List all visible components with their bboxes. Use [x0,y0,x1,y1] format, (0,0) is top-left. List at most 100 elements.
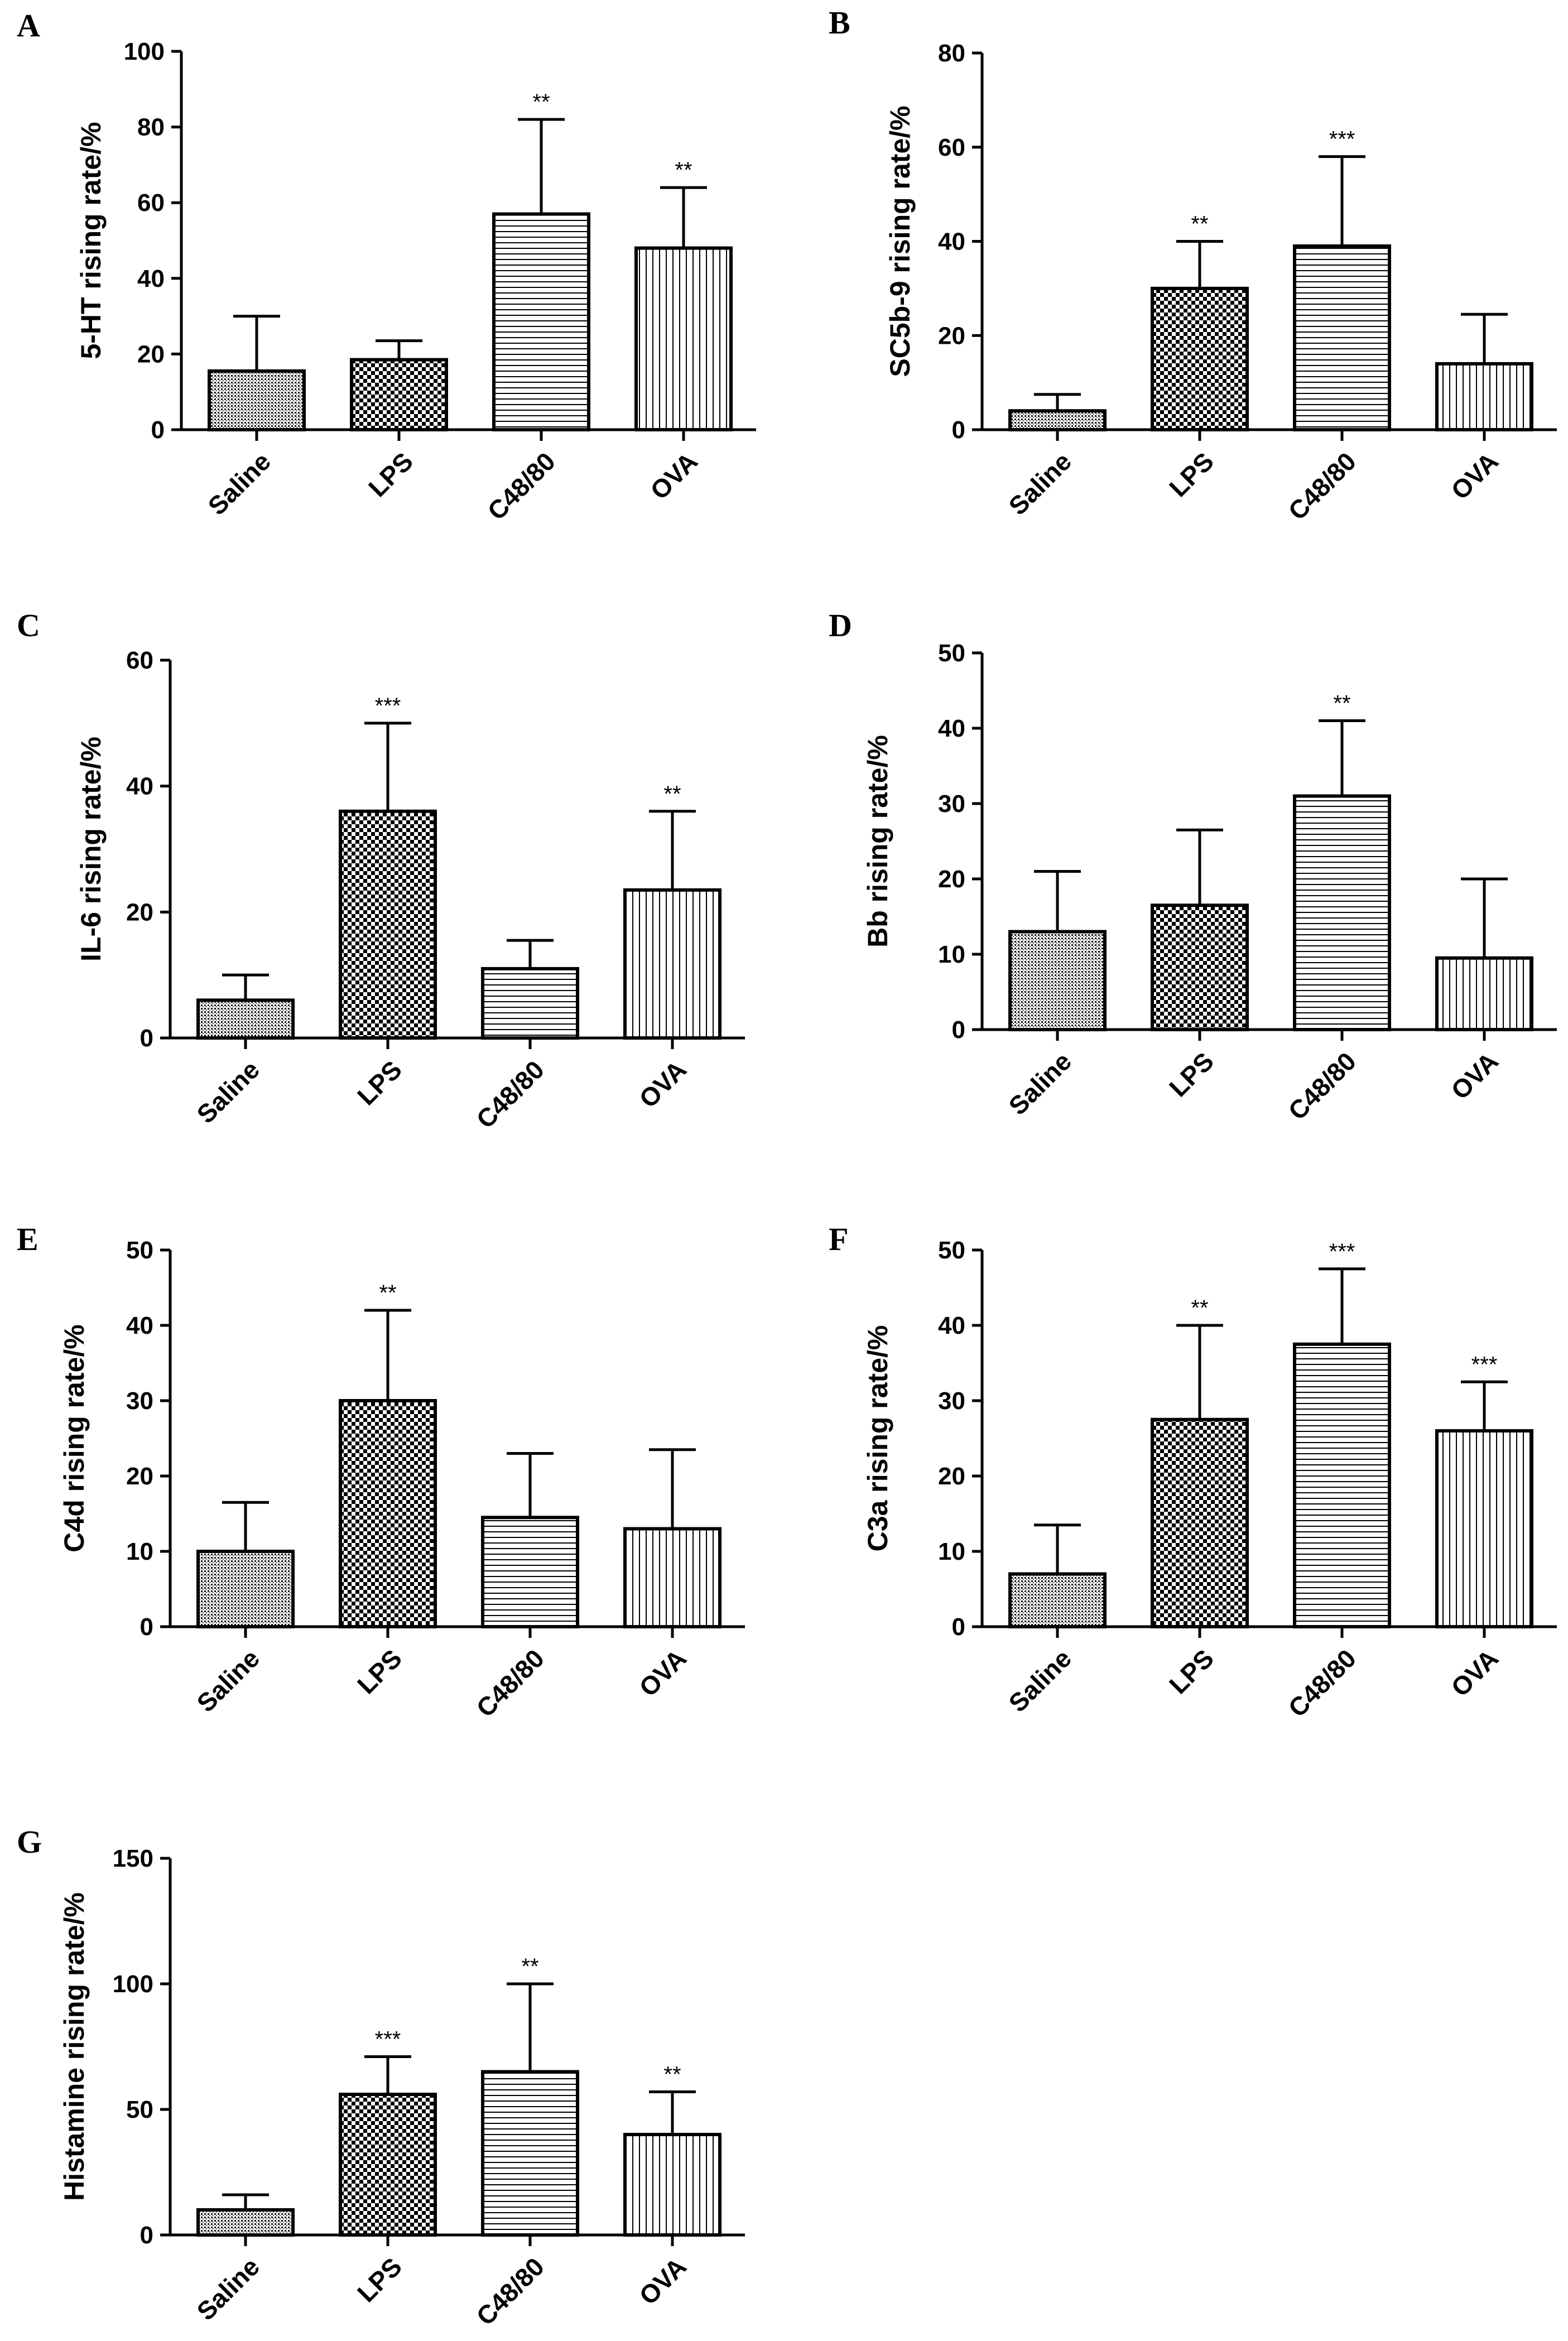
chart-panel-c: C 0 20 40 60 IL-6 rising rate/% Saline *** LPS C4… [17,607,745,1134]
x-category-label: LPS [363,446,419,502]
significance-label: ** [1191,1296,1208,1320]
significance-label: ** [1191,212,1208,237]
y-tick-label: 40 [126,1312,153,1339]
chart-panel-g: G 0 50 100 150 Histamine rising rate/% Saline *… [17,1824,745,2331]
bar-lps [339,2093,437,2237]
bar-c48-80 [481,2070,579,2237]
significance-label: *** [375,2027,401,2052]
bar-ova [623,2133,722,2237]
significance-label: *** [1471,1352,1498,1377]
chart-panel-f: F 0 10 20 30 40 50 C3a rising rate/% Saline ** LPS… [829,1221,1557,1723]
y-tick-label: 60 [938,134,965,161]
bar-c48-80 [1293,244,1391,431]
bar-ova [1435,1429,1533,1628]
x-category-label: Saline [1003,446,1077,521]
y-tick-label: 0 [151,416,165,444]
y-tick-label: 0 [140,2222,153,2249]
bar-c48-80 [492,212,590,431]
panel-letter: B [829,4,850,41]
x-category-label: Saline [202,446,276,521]
y-tick-label: 30 [126,1387,153,1415]
x-category-label: Saline [1003,1643,1077,1718]
x-category-label: C48/80 [470,1055,550,1134]
y-tick-label: 50 [126,2096,153,2123]
y-axis-title: C4d rising rate/% [59,1324,90,1552]
y-tick-label: 20 [938,322,965,349]
y-tick-label: 40 [938,228,965,256]
x-category-label: Saline [191,1643,265,1718]
x-category-label: LPS [1163,1643,1219,1699]
significance-label: ** [663,782,681,806]
x-category-label: Saline [1003,1046,1077,1121]
y-tick-label: 20 [938,1463,965,1490]
x-category-label: OVA [633,1055,692,1113]
bar-saline [196,1550,295,1628]
significance-label: ** [532,90,550,114]
x-category-label: OVA [1445,446,1504,505]
y-axis-title: SC5b-9 rising rate/% [884,105,916,377]
bar-lps [350,358,448,432]
bar-ova [623,888,722,1040]
panel-letter: A [17,7,40,44]
y-tick-label: 10 [126,1538,153,1565]
y-tick-label: 40 [938,1312,965,1339]
bar-c48-80 [1293,1342,1391,1628]
y-tick-label: 40 [137,265,165,292]
y-axis-title: Histamine rising rate/% [59,1892,90,2201]
x-category-label: LPS [352,1643,407,1699]
y-tick-label: 100 [113,1970,153,1998]
bar-lps [1151,903,1249,1031]
y-tick-label: 150 [113,1845,153,1872]
chart-panel-b: B 0 20 40 60 80 SC5b-9 rising rate/% Saline ** LP… [829,4,1557,526]
x-category-label: LPS [352,1055,407,1111]
y-tick-label: 30 [938,790,965,818]
significance-label: ** [379,1281,396,1305]
x-category-label: Saline [191,1055,265,1129]
bar-saline [208,369,306,431]
y-tick-label: 10 [938,1538,965,1565]
y-tick-label: 0 [952,1016,965,1044]
x-category-label: OVA [633,1643,692,1702]
bar-lps [339,1399,437,1628]
significance-label: *** [1329,127,1355,152]
panel-letter: G [17,1824,42,1860]
x-category-label: LPS [1163,446,1219,502]
bar-c48-80 [1293,794,1391,1031]
bar-saline [1008,1572,1107,1628]
y-axis-title: C3a rising rate/% [862,1325,893,1552]
bar-lps [1151,286,1249,431]
y-tick-label: 60 [137,189,165,217]
x-category-label: LPS [352,2252,407,2308]
y-tick-label: 40 [126,773,153,800]
bar-saline [1008,930,1107,1031]
y-tick-label: 0 [140,1025,153,1052]
y-tick-label: 20 [137,340,165,368]
x-category-label: OVA [1445,1046,1504,1105]
y-tick-label: 0 [952,416,965,444]
x-category-label: OVA [1445,1643,1504,1702]
x-category-label: C48/80 [482,446,561,526]
bar-ova [1435,956,1533,1031]
y-tick-label: 20 [938,866,965,893]
bar-ova [623,1527,722,1628]
x-category-label: Saline [191,2252,265,2326]
chart-panel-e: E 0 10 20 30 40 50 C4d rising rate/% Saline ** LPS… [17,1221,745,1723]
x-category-label: OVA [633,2252,692,2310]
significance-label: *** [1329,1239,1355,1264]
y-tick-label: 20 [126,1463,153,1490]
bar-c48-80 [481,1516,579,1628]
chart-panel-d: D 0 10 20 30 40 50 Bb rising rate/% Saline LPS ** C… [829,607,1557,1126]
bar-c48-80 [481,967,579,1040]
x-category-label: C48/80 [1282,1643,1362,1723]
x-category-label: C48/80 [470,1643,550,1723]
bar-saline [196,998,295,1040]
y-tick-label: 50 [126,1237,153,1264]
y-tick-label: 0 [952,1613,965,1641]
y-axis-title: 5-HT rising rate/% [75,122,107,359]
x-category-label: C48/80 [1282,446,1362,526]
significance-label: ** [521,1954,538,1979]
y-tick-label: 60 [126,647,153,674]
bar-saline [196,2208,295,2237]
panel-letter: C [17,607,40,643]
